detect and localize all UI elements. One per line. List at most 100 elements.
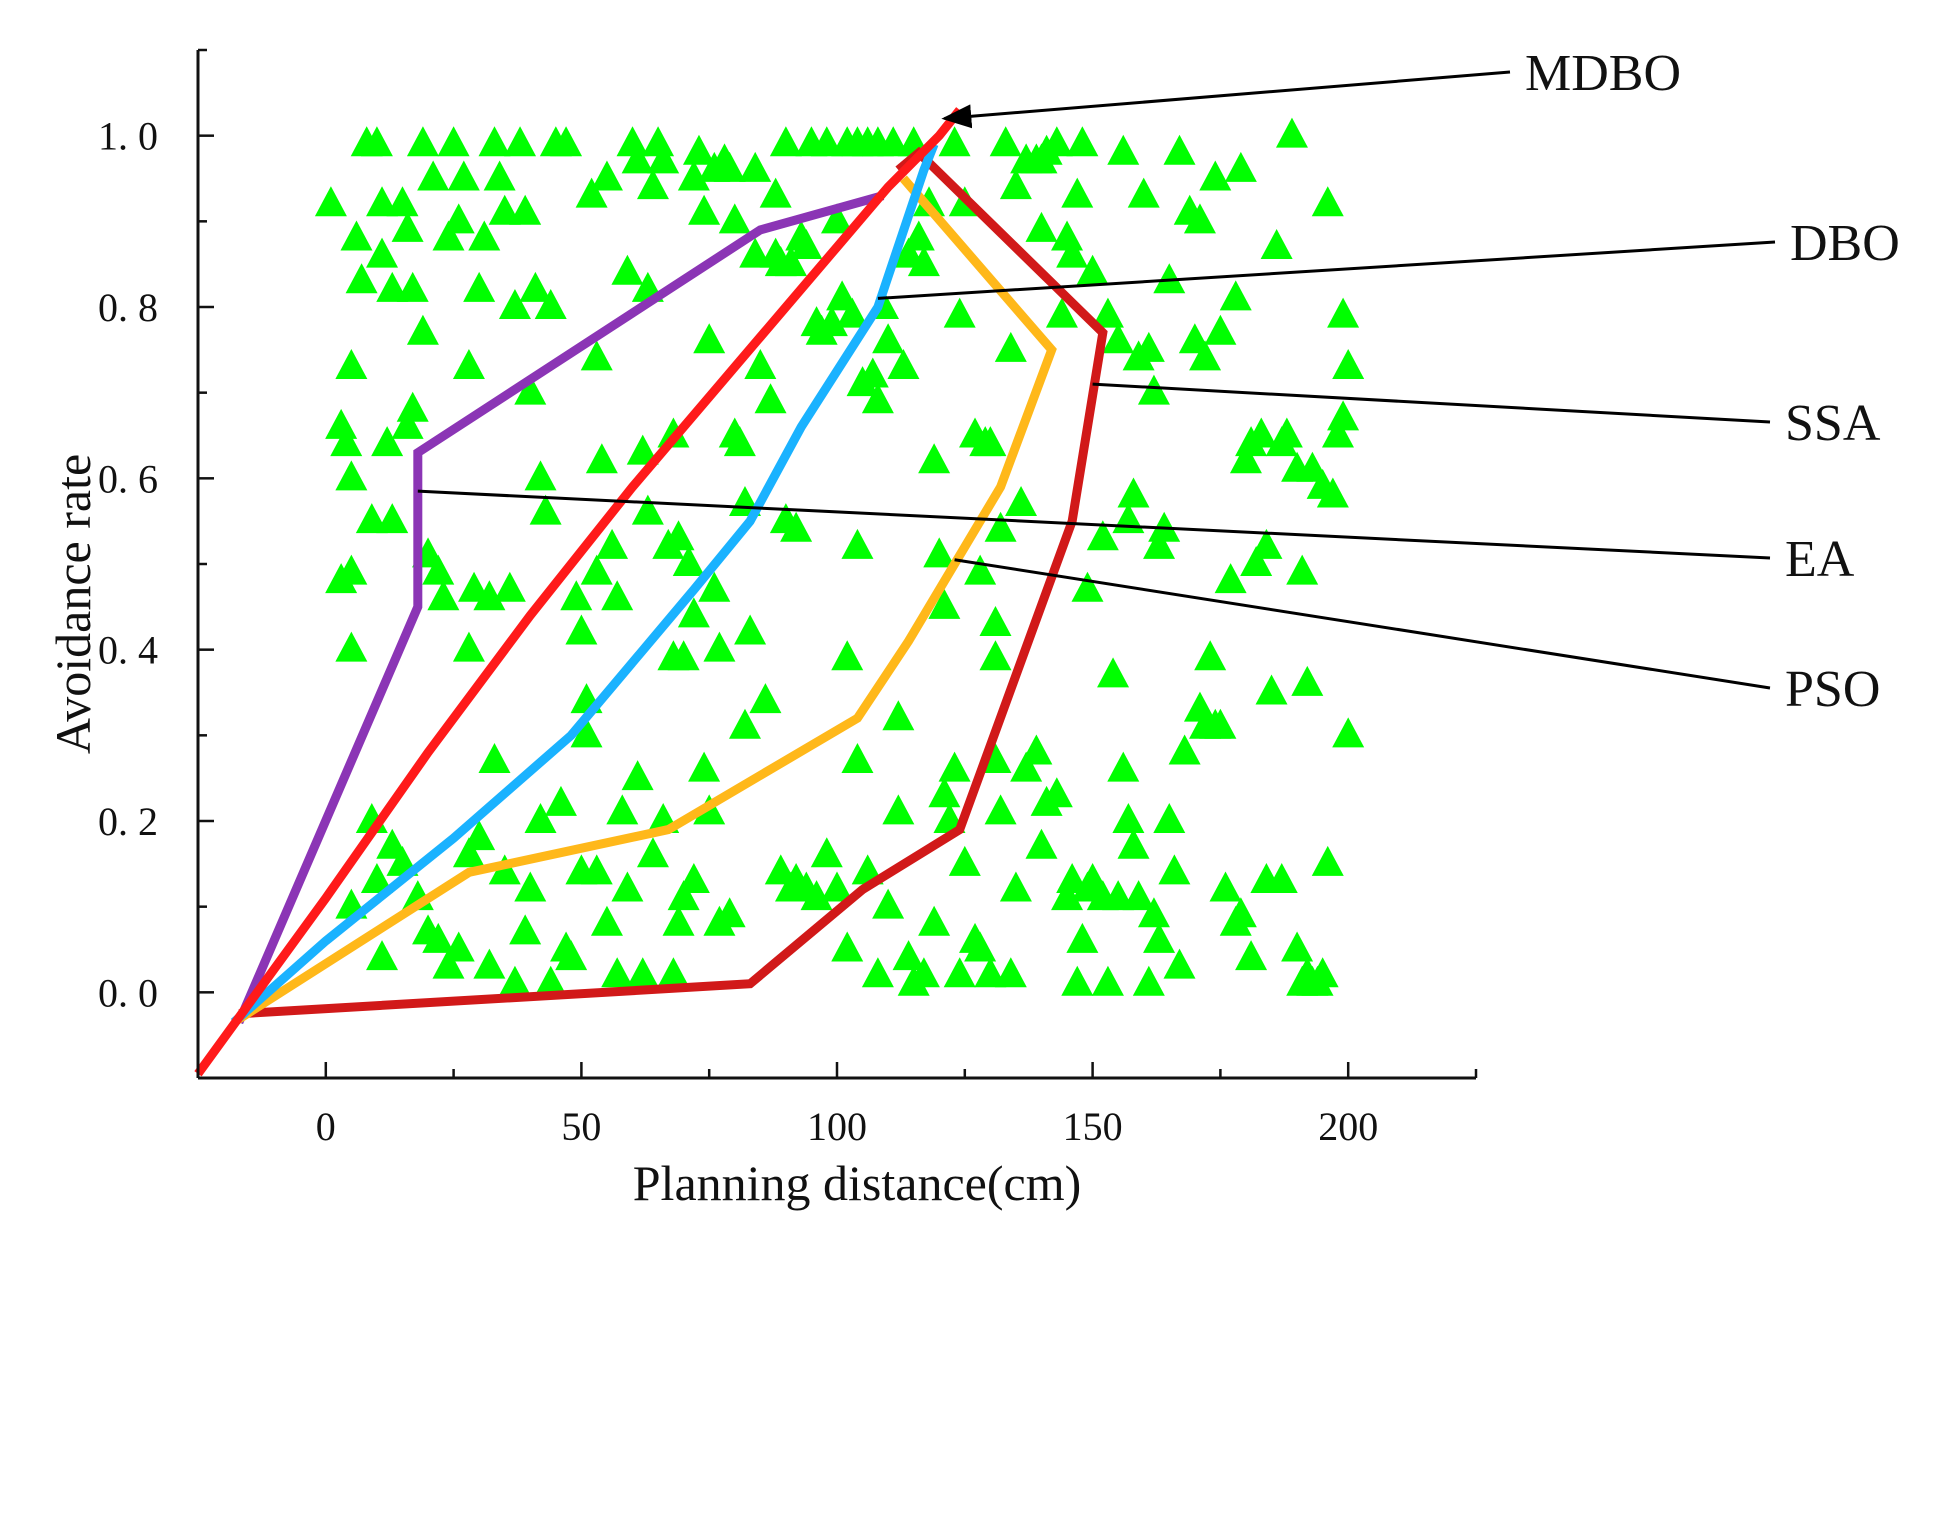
scatter-point — [1316, 477, 1349, 508]
scatter-point — [366, 940, 399, 971]
scatter-point — [366, 237, 399, 268]
series-label-layer: MDBO DBO SSA EA PSO — [417, 45, 1900, 718]
scatter-point — [1132, 965, 1165, 996]
scatter-point — [1143, 528, 1176, 559]
scatter-point — [984, 511, 1017, 542]
scatter-point — [1265, 862, 1298, 893]
scatter-point — [580, 340, 613, 371]
scatter-point — [882, 794, 915, 825]
scatter-point — [1005, 486, 1038, 517]
scatter-point — [1040, 126, 1073, 157]
scatter-point — [1311, 845, 1344, 876]
scatter-point — [1097, 657, 1130, 688]
scatter-point — [856, 357, 889, 388]
scatter-point — [1311, 186, 1344, 217]
scatter-point — [1086, 520, 1119, 551]
y-axis-title: Avoidance rate — [45, 454, 101, 754]
scatter-point — [544, 785, 577, 816]
scatter-point — [422, 554, 455, 585]
scatter-point — [800, 880, 833, 911]
scatter-point — [590, 905, 623, 936]
scatter-point — [821, 871, 853, 902]
y-tick-label: 0. 6 — [98, 456, 158, 501]
scatter-point — [974, 426, 1007, 457]
scatter-point — [534, 965, 567, 996]
scatter-point — [1076, 254, 1109, 285]
scatter-point — [754, 383, 787, 414]
scatter-point — [631, 494, 664, 525]
scatter-point — [1066, 922, 1099, 953]
series-line-ea — [234, 191, 885, 1025]
scatter-point — [1235, 940, 1268, 971]
scatter-point — [376, 271, 409, 302]
scatter-point — [677, 160, 710, 191]
scatter-point — [744, 348, 777, 379]
scatter-point — [841, 528, 874, 559]
scatter-point — [938, 751, 971, 782]
scatter-point — [902, 220, 935, 251]
scatter-point — [1112, 803, 1145, 833]
scatter-point — [611, 254, 644, 285]
scatter-point — [1199, 708, 1232, 739]
scatter-point — [1143, 922, 1176, 953]
scatter-point — [815, 306, 848, 337]
scatter-point — [1061, 177, 1094, 208]
leader-line-pso — [954, 558, 1771, 690]
scatter-point — [841, 743, 874, 774]
y-tick-label: 0. 2 — [98, 799, 158, 844]
scatter-point — [1327, 400, 1360, 431]
scatter-point — [938, 126, 971, 157]
scatter-point — [1025, 211, 1058, 242]
scatter-point — [386, 186, 419, 217]
scatter-point — [810, 126, 843, 157]
scatter-point — [1132, 331, 1165, 362]
scatter-point — [688, 194, 721, 225]
scatter-point — [780, 511, 813, 542]
scatter-point — [514, 374, 547, 405]
scatter-point — [1229, 443, 1262, 474]
scatter-point — [427, 580, 460, 611]
scatter-point — [1040, 777, 1073, 808]
scatter-point — [1183, 691, 1216, 722]
scatter-point — [882, 700, 915, 731]
scatter-point — [1091, 297, 1124, 328]
scatter-point — [335, 631, 368, 662]
scatter-point — [596, 528, 629, 559]
scatter-point — [1061, 965, 1094, 996]
scatter-point — [1332, 717, 1365, 748]
y-tick-label: 1. 0 — [98, 114, 158, 159]
scatter-point — [442, 203, 475, 234]
scatter-point — [1137, 897, 1170, 928]
scatter-point — [478, 126, 511, 157]
scatter-point — [1112, 503, 1145, 534]
series-label-dbo: DBO — [1790, 215, 1900, 272]
scatter-point — [1224, 151, 1257, 182]
scatter-point — [1102, 880, 1135, 911]
scatter-point — [749, 683, 782, 714]
scatter-point — [1245, 417, 1278, 448]
scatter-point — [943, 957, 976, 988]
scatter-point — [325, 408, 358, 439]
scatter-point — [437, 126, 470, 157]
scatter-point — [621, 143, 654, 174]
scatter-point — [514, 871, 547, 902]
scatter-point — [928, 588, 961, 619]
scatter-point — [759, 177, 792, 208]
scatter-point — [662, 520, 695, 551]
y-tick-label: 0. 0 — [98, 970, 158, 1015]
scatter-point — [713, 151, 746, 182]
y-ticks: 0. 0 0. 2 0. 4 0. 6 0. 8 1. 0 — [98, 48, 214, 1080]
series-line-mdbo — [194, 107, 964, 1077]
y-tick-label: 0. 4 — [98, 628, 158, 673]
scatter-point — [989, 126, 1022, 157]
scatter-point — [861, 383, 894, 414]
scatter-point — [391, 211, 424, 242]
scatter-point — [1327, 297, 1360, 328]
series-line-pso — [231, 175, 1057, 1027]
scatter-point — [519, 271, 552, 302]
scatter-point — [1255, 674, 1288, 705]
scatter-point — [580, 854, 613, 885]
scatter-point — [376, 503, 409, 534]
scatter-point — [580, 554, 613, 585]
scatter-point — [371, 426, 404, 457]
